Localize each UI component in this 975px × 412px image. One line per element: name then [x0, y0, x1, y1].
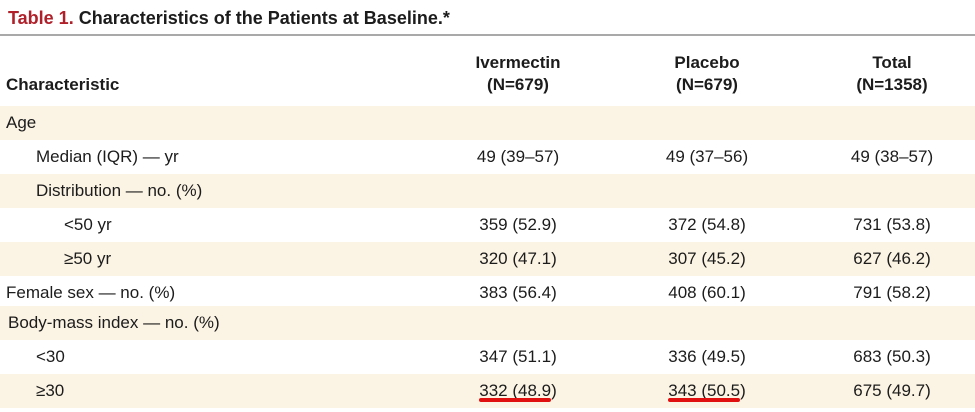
- table-row-age-under-50: <50 yr 359 (52.9) 372 (54.8) 731 (53.8): [0, 208, 975, 242]
- row-label: <50 yr: [64, 215, 112, 234]
- cell-ivermectin: 359 (52.9): [479, 215, 557, 234]
- table-row-median-age: Median (IQR) — yr 49 (39–57) 49 (37–56) …: [0, 140, 975, 174]
- cell-total: 49 (38–57): [850, 147, 934, 166]
- table-caption: Characteristics of the Patients at Basel…: [78, 8, 450, 28]
- cell-placebo: 49 (37–56): [665, 147, 749, 166]
- column-header-ivermectin: Ivermectin (N=679): [438, 52, 598, 96]
- table-row-bmi-under-30: <30 347 (51.1) 336 (49.5) 683 (50.3): [0, 340, 975, 374]
- cell-total: 791 (58.2): [853, 283, 931, 302]
- cell-placebo: 307 (45.2): [668, 249, 746, 268]
- row-label: Age: [6, 113, 37, 132]
- row-label: ≥50 yr: [64, 249, 112, 268]
- cell-total: 675 (49.7): [853, 381, 931, 400]
- cell-placebo: 408 (60.1): [668, 283, 746, 302]
- table-row-female-sex: Female sex — no. (%) 383 (56.4) 408 (60.…: [0, 276, 975, 310]
- column-header-n: (N=679): [676, 75, 738, 94]
- row-label: Female sex — no. (%): [6, 283, 176, 302]
- row-label: Distribution — no. (%): [36, 181, 203, 200]
- cell-ivermectin: 383 (56.4): [479, 283, 557, 302]
- column-header-total: Total (N=1358): [812, 52, 972, 96]
- cell-ivermectin: 49 (39–57): [476, 147, 560, 166]
- cell-total: 627 (46.2): [853, 249, 931, 268]
- table-number: Table 1.: [8, 8, 74, 28]
- cell-placebo: 372 (54.8): [668, 215, 746, 234]
- column-header-name: Ivermectin: [475, 53, 561, 72]
- annotation-underline: [668, 398, 740, 402]
- table-row-age: Age: [0, 106, 975, 140]
- column-header-name: Total: [872, 53, 912, 72]
- column-header-n: (N=1358): [856, 75, 928, 94]
- table-row-age-50-plus: ≥50 yr 320 (47.1) 307 (45.2) 627 (46.2): [0, 242, 975, 276]
- cell-total: 683 (50.3): [853, 347, 931, 366]
- table-row-bmi-30-plus: ≥30 332 (48.9) 343 (50.5) 675 (49.7): [0, 374, 975, 408]
- cell-placebo: 336 (49.5): [668, 347, 746, 366]
- table-row-age-distribution: Distribution — no. (%): [0, 174, 975, 208]
- column-header-placebo: Placebo (N=679): [627, 52, 787, 96]
- row-label: <30: [36, 347, 65, 366]
- row-label: Median (IQR) — yr: [36, 147, 179, 166]
- table-title: Table 1. Characteristics of the Patients…: [8, 8, 450, 29]
- row-label: ≥30: [36, 381, 65, 400]
- cell-placebo: 343 (50.5): [668, 381, 746, 400]
- row-label: Body-mass index — no. (%): [8, 313, 220, 332]
- table-header: Characteristic Ivermectin (N=679) Placeb…: [0, 36, 975, 106]
- column-header-name: Placebo: [674, 53, 740, 72]
- table-row-bmi: Body-mass index — no. (%): [0, 306, 975, 340]
- column-header-characteristic: Characteristic: [6, 75, 120, 94]
- table-title-bar: Table 1. Characteristics of the Patients…: [0, 0, 975, 36]
- cell-ivermectin: 332 (48.9): [479, 381, 557, 400]
- cell-ivermectin: 320 (47.1): [479, 249, 557, 268]
- cell-ivermectin: 347 (51.1): [479, 347, 557, 366]
- cell-total: 731 (53.8): [853, 215, 931, 234]
- column-header-n: (N=679): [487, 75, 549, 94]
- annotation-underline: [479, 398, 551, 402]
